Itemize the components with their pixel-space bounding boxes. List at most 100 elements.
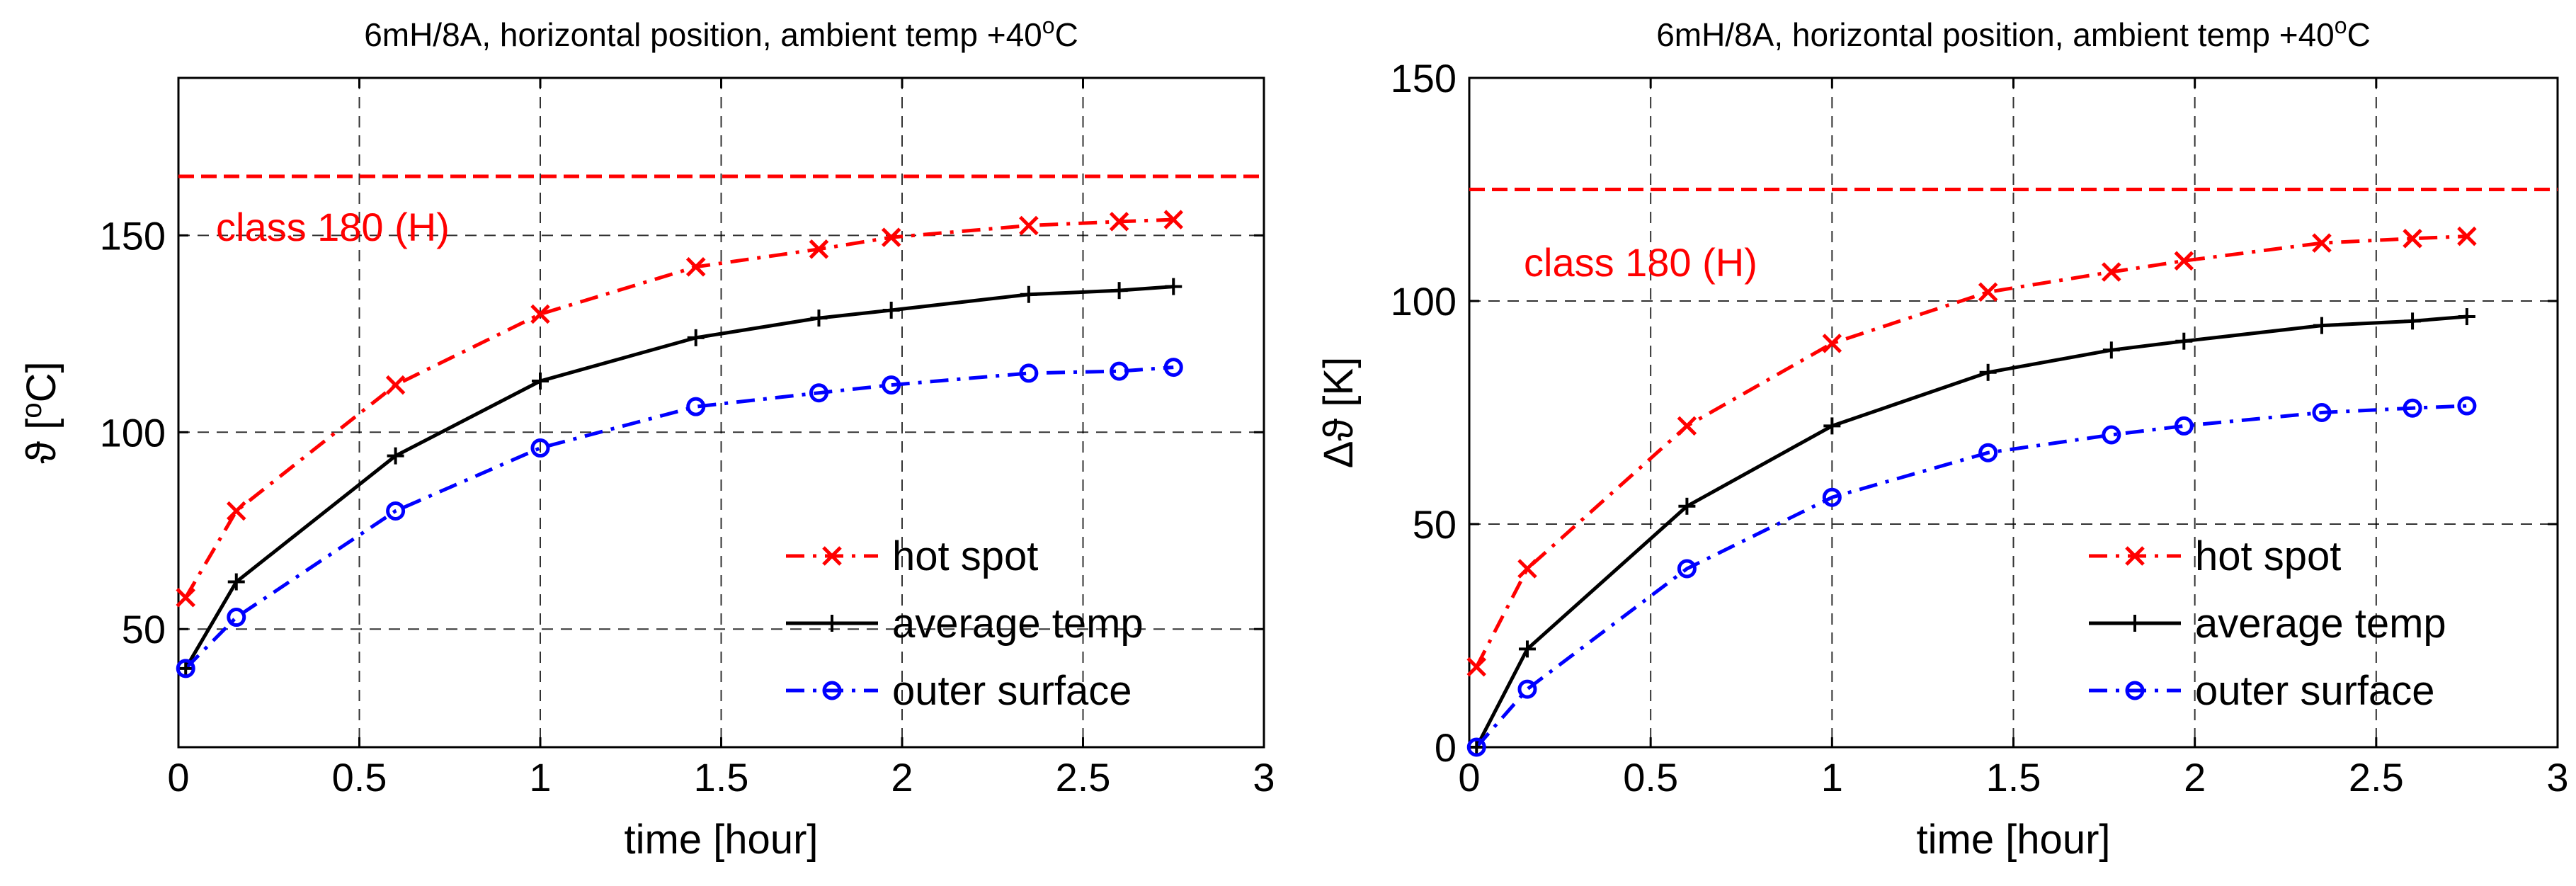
data-point-outer-surface [227, 608, 246, 627]
data-point-outer-surface [882, 375, 901, 395]
data-point-average-temp [1020, 285, 1037, 303]
data-point-average-temp [810, 309, 828, 327]
data-point-hot-spot [1163, 210, 1184, 229]
legend: hot spot average temp outer surface [786, 533, 1144, 714]
data-point-average-temp [882, 301, 900, 319]
data-point-average-temp [2404, 312, 2422, 330]
data-point-hot-spot [2457, 226, 2477, 246]
data-point-outer-surface [1978, 443, 1998, 462]
insulation-class-label: class 180 (H) [216, 205, 450, 249]
data-point-outer-surface [2403, 398, 2422, 418]
data-point-outer-surface [2457, 396, 2477, 416]
data-point-average-temp [1823, 417, 1841, 435]
chart-temperature-rise: 6mH/8A, horizontal position, ambient tem… [1316, 13, 2569, 863]
data-point-hot-spot [2174, 251, 2194, 271]
data-point-outer-surface [1466, 737, 1486, 757]
data-point-hot-spot [1978, 282, 1998, 302]
plot-area [1475, 234, 2468, 747]
x-tick-label: 2 [891, 755, 913, 800]
data-point-hot-spot [1466, 657, 1487, 677]
legend-marker-average-temp [823, 615, 840, 632]
y-tick-label: 50 [122, 607, 166, 652]
legend-label-hot-spot: hot spot [2195, 533, 2341, 579]
data-point-average-temp [1165, 278, 1182, 295]
data-point-hot-spot [1019, 215, 1039, 236]
series-line-outer-surface [1475, 404, 2468, 747]
y-tick-label: 150 [100, 213, 166, 258]
data-point-hot-spot [2312, 233, 2332, 253]
x-tick-label: 3 [1253, 755, 1275, 800]
x-tick-label: 1.5 [1986, 755, 2041, 800]
legend: hot spot average temp outer surface [2089, 533, 2446, 714]
data-point-outer-surface [2174, 416, 2194, 436]
data-point-outer-surface [1110, 361, 1129, 381]
series-line-hot-spot [1475, 234, 2468, 668]
legend-label-outer-surface: outer surface [892, 668, 1132, 714]
legend-label-hot-spot: hot spot [892, 533, 1038, 579]
data-point-average-temp [2175, 332, 2193, 350]
legend-marker-outer-surface [2125, 681, 2145, 700]
data-point-outer-surface [2312, 403, 2332, 422]
chart-title: 6mH/8A, horizontal position, ambient tem… [1656, 13, 2371, 53]
y-tick-label: 100 [100, 410, 166, 455]
data-point-average-temp [1678, 497, 1696, 515]
y-tick-label: 0 [1435, 725, 1457, 770]
data-point-hot-spot [1822, 334, 1842, 353]
data-point-average-temp [1110, 282, 1128, 300]
y-axis-label: ϑ [oC] [16, 361, 64, 463]
data-point-outer-surface [1677, 559, 1697, 579]
legend-label-outer-surface: outer surface [2195, 668, 2435, 714]
data-point-hot-spot [685, 257, 706, 277]
x-tick-label: 0 [167, 755, 189, 800]
x-tick-label: 0 [1458, 755, 1480, 800]
data-point-outer-surface [2102, 425, 2121, 445]
data-point-outer-surface [530, 438, 550, 458]
data-point-average-temp [687, 329, 705, 346]
data-point-hot-spot [1109, 212, 1129, 232]
chart-absolute-temperature: 6mH/8A, horizontal position, ambient tem… [16, 13, 1275, 863]
series-line-average-temp [1475, 314, 2468, 747]
legend-marker-hot-spot [822, 546, 842, 566]
data-point-hot-spot [1677, 416, 1697, 436]
x-axis-label: time [hour] [1917, 817, 2111, 863]
data-point-outer-surface [809, 383, 828, 403]
data-point-hot-spot [530, 304, 550, 324]
data-point-average-temp [1518, 640, 1536, 658]
legend-marker-outer-surface [822, 681, 842, 700]
data-point-average-temp [177, 659, 195, 677]
data-point-average-temp [387, 447, 404, 465]
x-tick-label: 0.5 [1623, 755, 1678, 800]
y-tick-label: 100 [1391, 279, 1457, 324]
data-point-hot-spot [385, 375, 406, 395]
series-line-outer-surface [184, 365, 1174, 670]
x-tick-label: 2.5 [1056, 755, 1111, 800]
x-tick-label: 0.5 [332, 755, 387, 800]
data-point-average-temp [1468, 739, 1486, 756]
data-point-average-temp [532, 373, 549, 390]
data-point-hot-spot [881, 227, 901, 247]
x-tick-label: 3 [2546, 755, 2568, 800]
x-tick-label: 2 [2184, 755, 2206, 800]
x-axis-label: time [hour] [625, 817, 819, 863]
y-axis-label: Δϑ [K] [1316, 357, 1362, 469]
data-point-outer-surface [176, 659, 195, 678]
x-tick-label: 1 [529, 755, 551, 800]
legend-label-average-temp: average temp [2195, 601, 2446, 647]
series-line-hot-spot [184, 217, 1174, 599]
data-point-average-temp [2313, 317, 2330, 334]
legend-marker-hot-spot [2125, 546, 2145, 566]
data-point-hot-spot [226, 501, 246, 521]
data-point-outer-surface [1163, 358, 1183, 377]
plot-area [184, 217, 1174, 670]
data-point-average-temp [1979, 363, 1997, 381]
data-point-outer-surface [1822, 487, 1842, 507]
chart-title: 6mH/8A, horizontal position, ambient tem… [364, 13, 1078, 53]
data-point-average-temp [2458, 308, 2475, 326]
data-point-outer-surface [1019, 363, 1039, 383]
data-point-outer-surface [386, 501, 406, 521]
legend-marker-average-temp [2126, 615, 2143, 632]
data-point-hot-spot [176, 587, 195, 608]
data-point-average-temp [227, 573, 245, 591]
data-point-average-temp [2102, 341, 2120, 359]
x-tick-label: 2.5 [2349, 755, 2404, 800]
